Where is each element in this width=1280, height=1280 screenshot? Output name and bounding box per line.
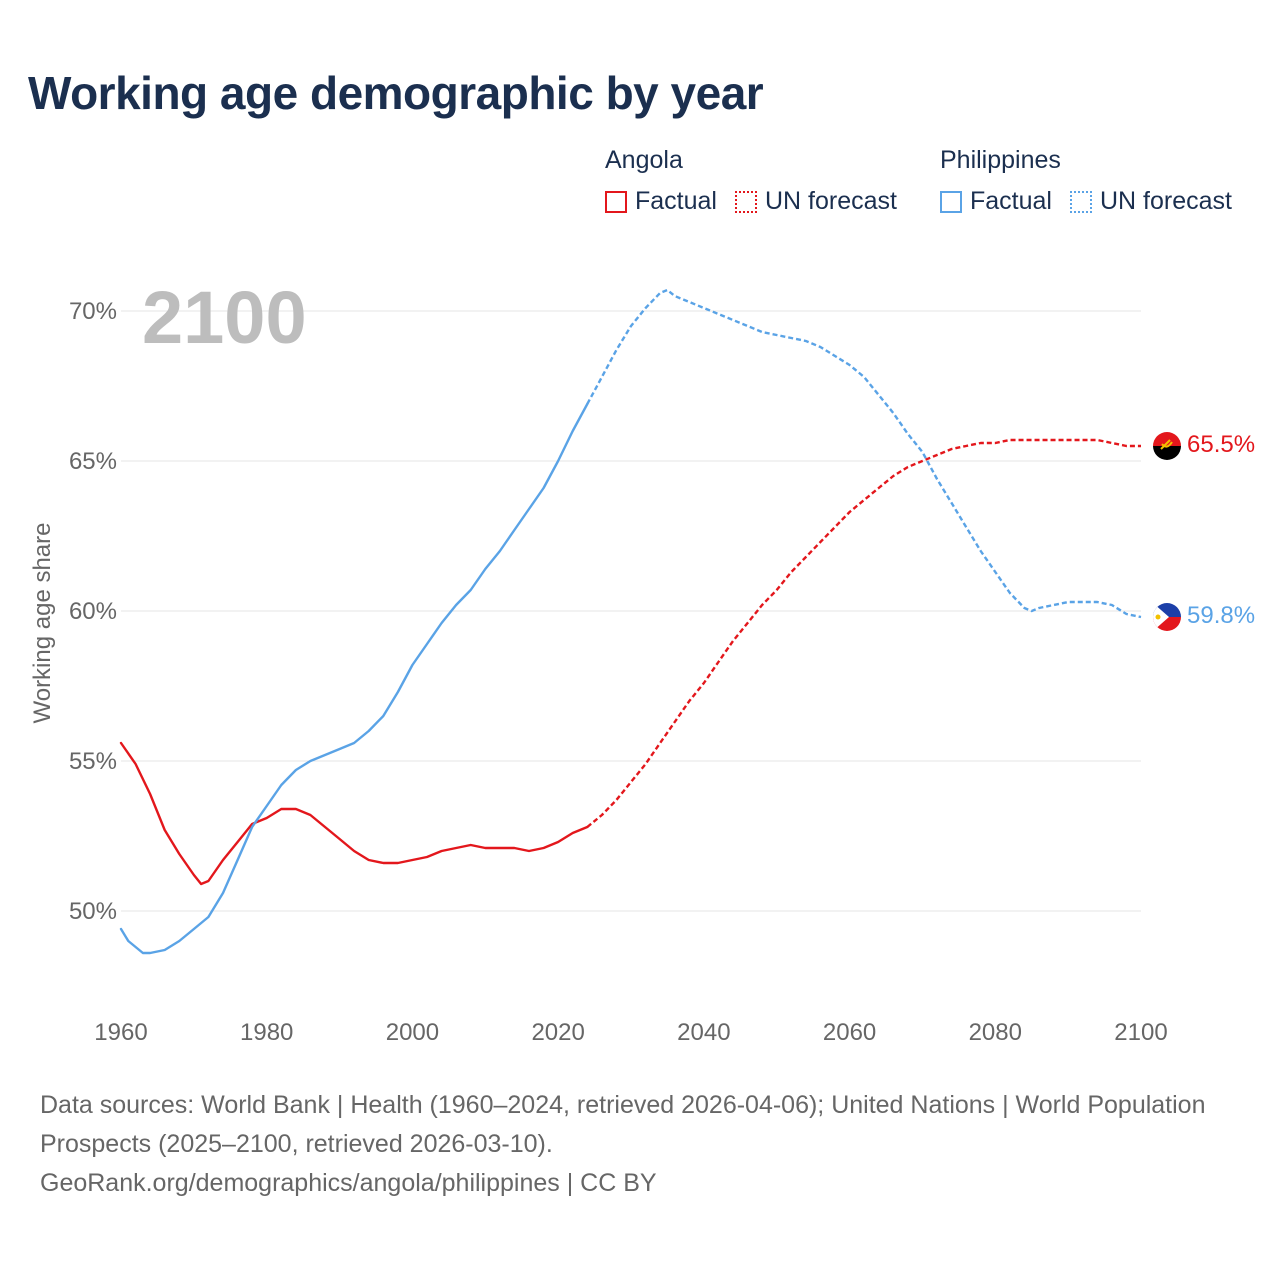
legend-label-philippines-forecast: UN forecast	[1099, 187, 1232, 215]
x-tick-label: 2060	[823, 1019, 876, 1046]
angola-end-label: 65.5%	[1187, 431, 1255, 458]
legend-swatch-angola-forecast[interactable]	[734, 190, 757, 213]
philippines-end-label: 59.8%	[1187, 602, 1255, 629]
philippines-flag-icon	[1153, 603, 1181, 631]
legend-country-philippines: Philippines	[940, 146, 1061, 174]
footer: Data sources: World Bank | Health (1960–…	[40, 1086, 1220, 1203]
series-lines	[119, 288, 1142, 955]
legend-label-philippines-factual: Factual	[970, 187, 1052, 215]
philippines-forecast-line[interactable]	[586, 288, 1142, 619]
page-title: Working age demographic by year	[28, 67, 764, 119]
angola-flag-icon	[1153, 432, 1181, 460]
x-tick-label: 2000	[386, 1019, 439, 1046]
line-chart: 50% 55% 60% 65% 70% 1960 1980 2000 2020 2040 2060…	[29, 276, 1255, 1046]
y-tick-label: 55%	[69, 748, 117, 775]
x-tick-label: 2020	[531, 1019, 584, 1046]
y-tick-label: 70%	[69, 298, 117, 325]
y-axis-title: Working age share	[29, 523, 56, 724]
y-axis: 50% 55% 60% 65% 70%	[69, 298, 117, 925]
legend-swatch-philippines-factual[interactable]	[940, 190, 962, 213]
legend-country-angola: Angola	[605, 146, 683, 174]
gridlines	[121, 310, 1141, 912]
x-tick-label: 2100	[1114, 1019, 1167, 1046]
angola-factual-line[interactable]	[119, 741, 589, 886]
legend-group-angola: Angola Factual UN forecast	[605, 146, 915, 216]
footer-link[interactable]: GeoRank.org/demographics/angola/philippi…	[40, 1169, 657, 1197]
y-tick-label: 50%	[69, 898, 117, 925]
legend-swatch-philippines-forecast[interactable]	[1069, 190, 1092, 213]
year-watermark: 2100	[142, 276, 307, 359]
x-tick-label: 1960	[94, 1019, 147, 1046]
legend-swatch-angola-factual[interactable]	[605, 190, 627, 213]
y-tick-label: 60%	[69, 598, 117, 625]
angola-forecast-line[interactable]	[586, 438, 1141, 828]
y-tick-label: 65%	[69, 448, 117, 475]
x-tick-label: 2080	[969, 1019, 1022, 1046]
x-axis: 1960 1980 2000 2020 2040 2060 2080 2100	[94, 1019, 1167, 1046]
legend-label-angola-forecast: UN forecast	[764, 187, 897, 215]
legend-group-philippines: Philippines Factual UN forecast	[940, 146, 1232, 216]
x-tick-label: 2040	[677, 1019, 730, 1046]
philippines-factual-line[interactable]	[119, 402, 589, 955]
x-tick-label: 1980	[240, 1019, 293, 1046]
legend-label-angola-factual: Factual	[635, 187, 717, 215]
footer-sources: Data sources: World Bank | Health (1960–…	[40, 1091, 1206, 1158]
